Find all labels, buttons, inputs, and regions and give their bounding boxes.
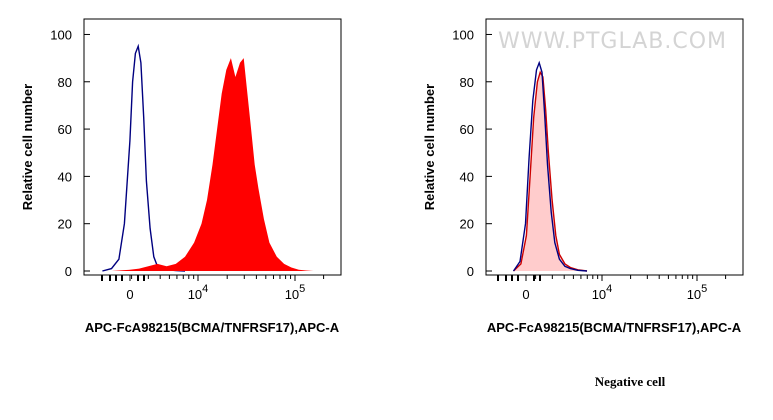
y-tick-label: 60: [460, 122, 474, 137]
y-tick-label: 80: [460, 75, 474, 90]
right-y-axis: 0 20 40 60 80 100: [452, 27, 492, 279]
x-tick-exponent: 4: [606, 283, 612, 295]
x-tick-exponent: 5: [299, 283, 305, 295]
negative-cell-caption: Negative cell: [595, 374, 666, 389]
x-tick-label: 105: [285, 283, 306, 302]
right-x-axis-title: APC-FcA98215(BCMA/TNFRSF17),APC-A: [487, 320, 742, 335]
x-tick-label: 0: [126, 287, 133, 302]
x-tick-label: 104: [592, 283, 613, 302]
y-tick-label: 80: [58, 75, 72, 90]
y-tick-label: 0: [65, 264, 72, 279]
left-x-axis: 0 104 105: [101, 275, 325, 302]
left-plot-marks: [102, 43, 314, 272]
x-tick-label: 104: [188, 283, 209, 302]
left-plot-frame: [83, 18, 342, 276]
y-tick-label: 20: [460, 217, 474, 232]
series-sample-area: [513, 72, 587, 271]
series-control-line: [512, 60, 588, 272]
series-sample-area: [111, 58, 314, 271]
left-x-axis-title: APC-FcA98215(BCMA/TNFRSF17),APC-A: [85, 320, 340, 335]
y-tick-label: 20: [58, 217, 72, 232]
x-tick-exponent: 4: [202, 283, 208, 295]
right-y-axis-title: Relative cell number: [422, 84, 437, 210]
y-tick-label: 40: [58, 169, 72, 184]
y-tick-label: 0: [467, 264, 474, 279]
x-tick-exponent: 5: [701, 283, 707, 295]
left-y-axis: 0 20 40 60 80 100: [50, 27, 90, 279]
left-histogram-panel: 0 20 40 60 80 100 0 104 105 Relative cell numbe…: [20, 18, 342, 335]
left-y-axis-title: Relative cell number: [20, 84, 35, 210]
right-histogram-panel: WWW.PTGLAB.COM 0 20 40 60 80 100 0 104 105 Rela…: [422, 18, 744, 389]
x-tick-label: 105: [687, 283, 708, 302]
y-tick-label: 60: [58, 122, 72, 137]
right-x-axis: 0 104 105: [497, 275, 727, 302]
right-plot-frame: [485, 18, 744, 276]
y-tick-label: 100: [452, 27, 474, 42]
watermark: WWW.PTGLAB.COM: [498, 29, 727, 54]
y-tick-label: 40: [460, 169, 474, 184]
right-plot-marks: [512, 60, 588, 272]
x-tick-label: 0: [522, 287, 529, 302]
y-tick-label: 100: [50, 27, 72, 42]
series-sample-outline-line: [513, 70, 588, 272]
series-control-line: [102, 43, 186, 272]
